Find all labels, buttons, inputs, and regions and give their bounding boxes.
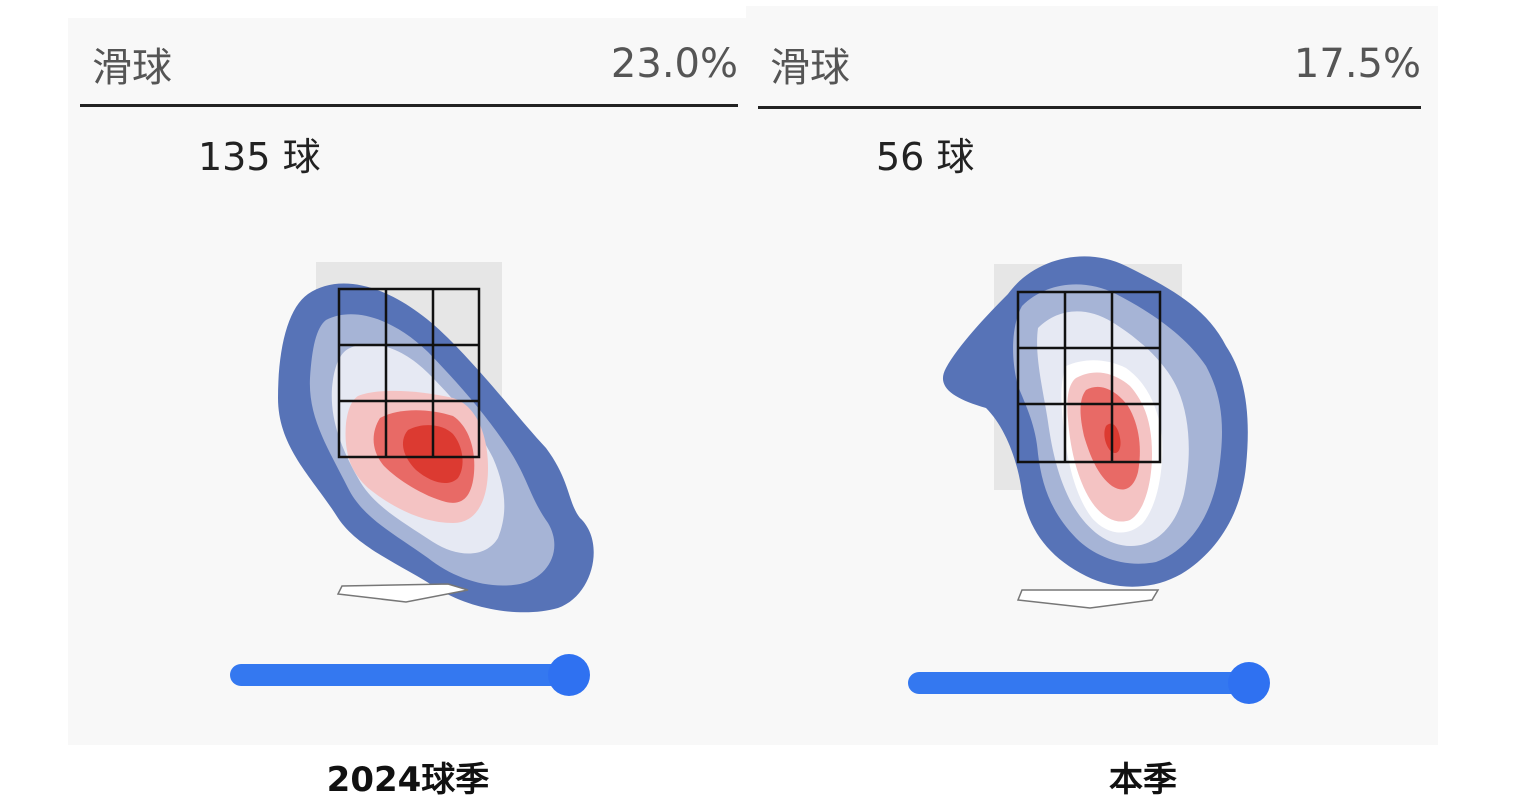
pitch-percentage: 23.0% <box>610 41 738 87</box>
season-slider-track[interactable] <box>908 672 1258 694</box>
season-caption-current: 本季 <box>1109 760 1177 800</box>
pitch-location-heatmap <box>278 262 594 613</box>
pitch-count-label: 56 球 <box>876 135 975 179</box>
panel-header: 滑球 17.5% <box>758 36 1421 92</box>
pitch-type-label: 滑球 <box>92 45 172 91</box>
season-slider-track[interactable] <box>230 664 580 686</box>
pitch-percentage: 17.5% <box>1293 41 1421 87</box>
heatmap-panel-current: 滑球 17.5% 56 球 <box>746 6 1438 745</box>
season-slider-thumb[interactable] <box>548 654 590 696</box>
pitch-count-label: 135 球 <box>198 135 321 179</box>
strike-zone-grid <box>1016 290 1162 464</box>
header-divider <box>80 104 738 107</box>
header-divider <box>758 106 1421 109</box>
home-plate-icon <box>1016 589 1160 609</box>
home-plate-icon <box>336 583 469 603</box>
panel-header: 滑球 23.0% <box>80 36 738 92</box>
pitch-location-heatmap <box>942 256 1248 609</box>
strike-zone-grid <box>337 287 481 459</box>
pitch-type-label: 滑球 <box>770 45 850 91</box>
season-slider-thumb[interactable] <box>1228 662 1270 704</box>
season-caption-2024: 2024球季 <box>326 760 490 800</box>
heatmap-panel-2024: 滑球 23.0% 135 球 <box>68 18 748 745</box>
